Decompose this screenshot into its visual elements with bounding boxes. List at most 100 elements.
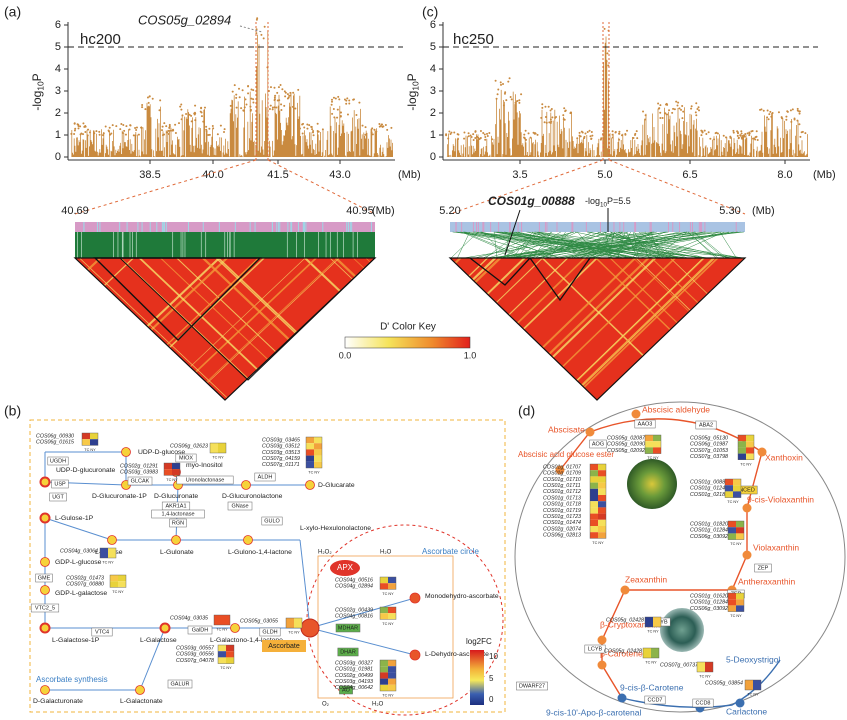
enzyme-label: ALDH [258, 474, 273, 480]
gene-id: COS03g_04193 [335, 679, 373, 685]
expr-tile [172, 463, 180, 470]
expr-tile [736, 605, 744, 612]
signal-dot [729, 136, 732, 139]
expr-tile [653, 447, 661, 454]
signal-dot [84, 131, 87, 134]
snp-link [475, 231, 574, 259]
expr-frame [727, 592, 745, 612]
enzyme-label: GME [38, 575, 51, 581]
photo [660, 608, 704, 652]
panel-label: (a) [4, 4, 21, 20]
signal-dot [725, 136, 728, 139]
expr-tile [598, 464, 606, 471]
pathway-node [631, 409, 641, 419]
x-tick-label: 6.5 [682, 169, 697, 181]
expr-tile [380, 684, 388, 691]
metabolite-node [305, 480, 315, 490]
pathway-node [757, 447, 767, 457]
signal-dot [292, 91, 295, 94]
text-part: -log [585, 196, 600, 206]
population: hc250 [453, 31, 494, 48]
signal-dot [141, 103, 144, 106]
signal-dot [634, 132, 637, 135]
signal-dot [762, 109, 765, 112]
signal-dot [665, 102, 668, 105]
signal-dot [523, 136, 526, 139]
signal-dot [716, 132, 719, 135]
expr-tile [728, 521, 736, 528]
condition-label: TC NY [382, 592, 394, 596]
signal-dot [358, 101, 361, 104]
expr-frame [642, 647, 660, 659]
enzyme-box [35, 573, 53, 583]
signal-dot [194, 119, 197, 122]
snp-link [464, 231, 707, 259]
signal-dot [151, 97, 154, 100]
signal-dot [701, 131, 704, 134]
y-tick-label: 4 [430, 63, 436, 75]
signal-dot [108, 126, 111, 129]
signal-dot [695, 102, 698, 105]
metabolite-label: 9-cis-β-Carotene [620, 682, 684, 692]
signal-dot [273, 106, 276, 109]
signal-dot [675, 100, 678, 103]
zoom-line [608, 159, 746, 215]
signal-dot [345, 102, 348, 105]
signal-dot [545, 121, 548, 124]
signal-dot [502, 104, 505, 107]
expr-tile [598, 513, 606, 520]
signal-dot [508, 77, 511, 80]
signal-dot [469, 134, 472, 137]
enzyme-box [49, 492, 67, 502]
gene-id: COS07g_01171 [262, 462, 300, 468]
signal-dot [193, 113, 196, 116]
snp-link [693, 231, 725, 259]
metabolite-label: L-Galactose-1P [52, 637, 100, 644]
signal-dot [576, 137, 579, 140]
signal-dot [618, 132, 621, 135]
metabolite-label: Xanthoxin [765, 452, 803, 462]
signal-dot [167, 132, 170, 135]
signal-dot [547, 105, 550, 108]
signal-dot [785, 115, 788, 118]
y-tick-label: 2 [430, 107, 436, 119]
signal-dot [611, 136, 614, 139]
gene-id: COS07g_04159 [262, 456, 300, 462]
signal-dot [110, 132, 113, 135]
ascorbate-node [300, 618, 320, 638]
signal-dot [768, 113, 771, 116]
expr-tile [314, 461, 322, 468]
signal-dot [549, 122, 552, 125]
metabolite-node [241, 480, 251, 490]
signal-dot [161, 125, 164, 128]
signal-dot [518, 101, 521, 104]
gene-id: COS07g_00737 [660, 662, 699, 668]
enzyme-box [175, 453, 197, 463]
expr-tile [645, 435, 653, 442]
small-molecule: O₂ [322, 702, 330, 708]
signal-dot [657, 102, 660, 105]
signal-dot [581, 131, 584, 134]
expr-tile [294, 618, 302, 628]
signal-dot [277, 86, 280, 89]
enzyme-box [335, 623, 361, 633]
signal-dot [681, 104, 684, 107]
enzyme-box [634, 419, 656, 429]
enzyme-label: CCD8 [696, 700, 711, 706]
signal-dot [697, 106, 700, 109]
signal-dot [95, 130, 98, 133]
ld-stripe [79, 258, 230, 400]
gene-id: COS01g_01718 [543, 502, 581, 508]
pathway-edge [309, 627, 416, 656]
snp-link [514, 231, 561, 259]
signal-dot [276, 91, 279, 94]
gene-label: COS01g_00888 [488, 194, 575, 208]
gene-id: COS07g_04078 [176, 658, 214, 664]
signal-dot [705, 133, 708, 136]
expr-frame [737, 434, 755, 460]
gene-id: COS03g_03983 [120, 470, 158, 476]
signal-dot [180, 108, 183, 111]
metabolite-node [409, 649, 421, 661]
signal-dot [495, 97, 498, 100]
enzyme-label: LCYB [588, 646, 603, 652]
